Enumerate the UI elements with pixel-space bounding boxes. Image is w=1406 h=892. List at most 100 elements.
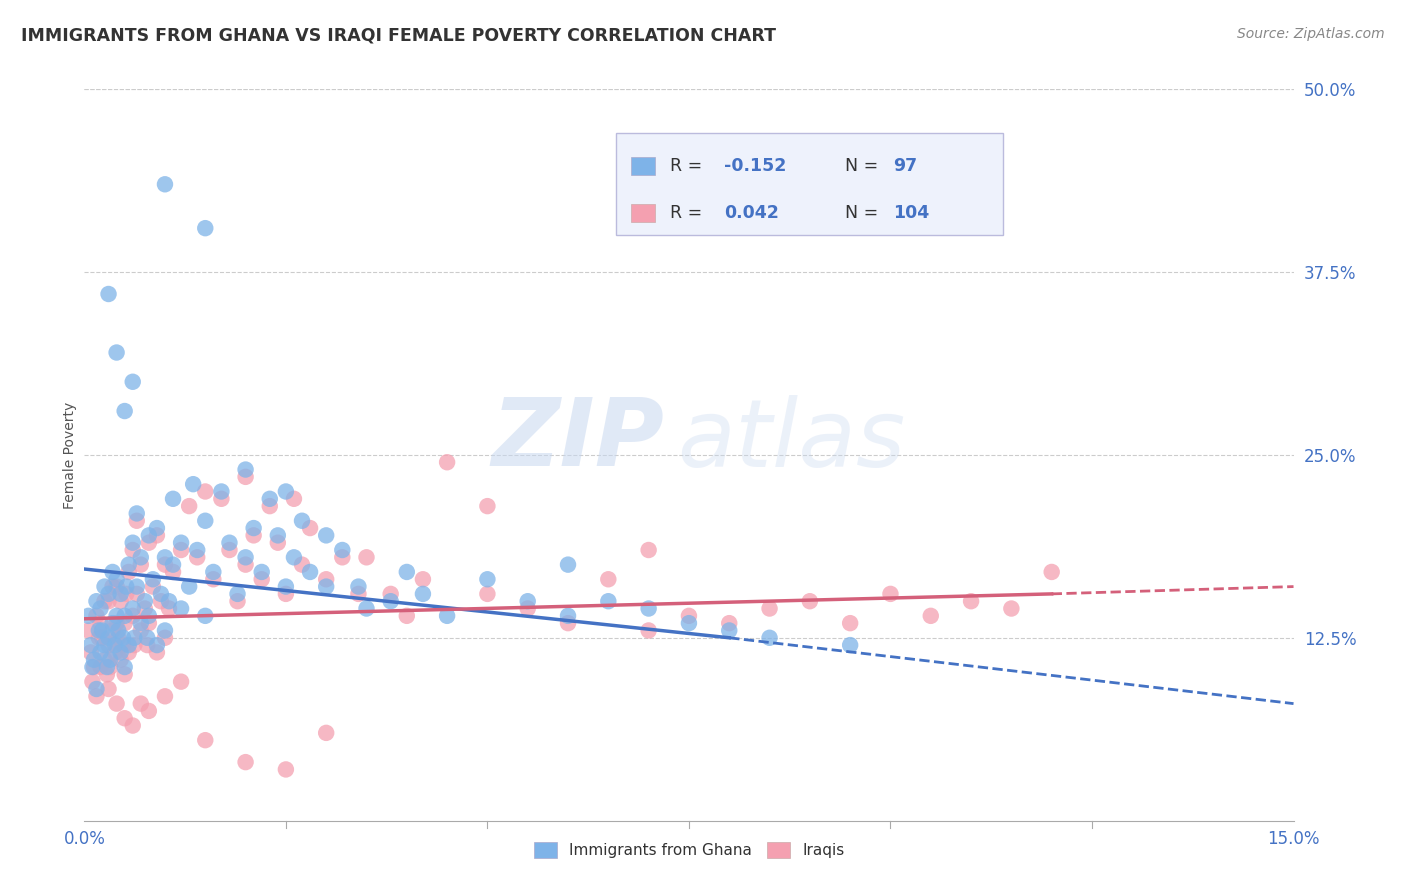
Point: [110, 594, 132, 608]
Text: R =: R =: [669, 204, 702, 222]
Point: [218, 535, 240, 549]
Point: [274, 587, 297, 601]
Point: [125, 507, 148, 521]
Point: [395, 565, 418, 579]
Point: [110, 653, 132, 667]
Point: [118, 565, 141, 579]
Point: [209, 491, 232, 506]
Point: [242, 528, 264, 542]
Bar: [631, 203, 655, 222]
Point: [134, 601, 156, 615]
Point: [637, 601, 659, 615]
Point: [138, 535, 160, 549]
Point: [235, 755, 257, 769]
Point: [96, 660, 118, 674]
Point: [114, 711, 136, 725]
Point: [86, 608, 108, 623]
Point: [89, 645, 111, 659]
Point: [86, 681, 108, 696]
Point: [93, 594, 115, 608]
Y-axis label: Female Poverty: Female Poverty: [63, 401, 77, 508]
Point: [477, 572, 499, 586]
Point: [105, 572, 128, 586]
Point: [557, 558, 579, 572]
Point: [153, 624, 176, 638]
Point: [315, 572, 337, 586]
Point: [153, 631, 176, 645]
Point: [516, 601, 538, 615]
Point: [477, 587, 499, 601]
Point: [129, 616, 152, 631]
Point: [412, 572, 434, 586]
Point: [259, 499, 281, 513]
Point: [104, 645, 127, 659]
Point: [380, 594, 402, 608]
Point: [97, 638, 120, 652]
Point: [97, 587, 120, 601]
Point: [93, 580, 115, 594]
Text: R =: R =: [669, 157, 702, 175]
Point: [179, 499, 201, 513]
Point: [136, 638, 159, 652]
Point: [356, 550, 378, 565]
FancyBboxPatch shape: [616, 133, 1004, 235]
Point: [718, 616, 741, 631]
Point: [125, 587, 148, 601]
Point: [101, 565, 124, 579]
Point: [960, 594, 983, 608]
Point: [86, 594, 108, 608]
Point: [477, 499, 499, 513]
Point: [97, 287, 120, 301]
Point: [98, 660, 121, 674]
Point: [114, 660, 136, 674]
Point: [121, 608, 143, 623]
Point: [274, 763, 297, 777]
Point: [136, 631, 159, 645]
Point: [718, 624, 741, 638]
Point: [114, 404, 136, 418]
Point: [121, 375, 143, 389]
Point: [121, 718, 143, 732]
Point: [124, 638, 146, 652]
Point: [138, 608, 160, 623]
Point: [920, 608, 942, 623]
Point: [125, 514, 148, 528]
Point: [194, 221, 217, 235]
Point: [291, 514, 314, 528]
Point: [181, 477, 204, 491]
Point: [114, 608, 136, 623]
Point: [637, 543, 659, 558]
Point: [138, 528, 160, 542]
Point: [149, 594, 172, 608]
Point: [101, 624, 124, 638]
Point: [153, 690, 176, 704]
Point: [107, 624, 129, 638]
Point: [250, 572, 273, 586]
Point: [839, 638, 862, 652]
Point: [315, 726, 337, 740]
Point: [91, 631, 114, 645]
Point: [226, 587, 249, 601]
Point: [235, 550, 257, 565]
Point: [157, 601, 180, 615]
Point: [1040, 565, 1063, 579]
Point: [97, 681, 120, 696]
Point: [267, 528, 290, 542]
Point: [186, 550, 208, 565]
Point: [283, 550, 305, 565]
Legend: Immigrants from Ghana, Iraqis: Immigrants from Ghana, Iraqis: [527, 836, 851, 864]
Point: [516, 594, 538, 608]
Point: [330, 543, 353, 558]
Point: [98, 653, 121, 667]
Point: [250, 565, 273, 579]
Point: [146, 638, 169, 652]
Text: N =: N =: [845, 157, 879, 175]
Point: [557, 616, 579, 631]
Point: [121, 601, 143, 615]
Point: [235, 462, 257, 476]
Point: [110, 645, 132, 659]
Point: [80, 645, 103, 659]
Point: [121, 535, 143, 549]
Point: [97, 631, 120, 645]
Point: [315, 528, 337, 542]
